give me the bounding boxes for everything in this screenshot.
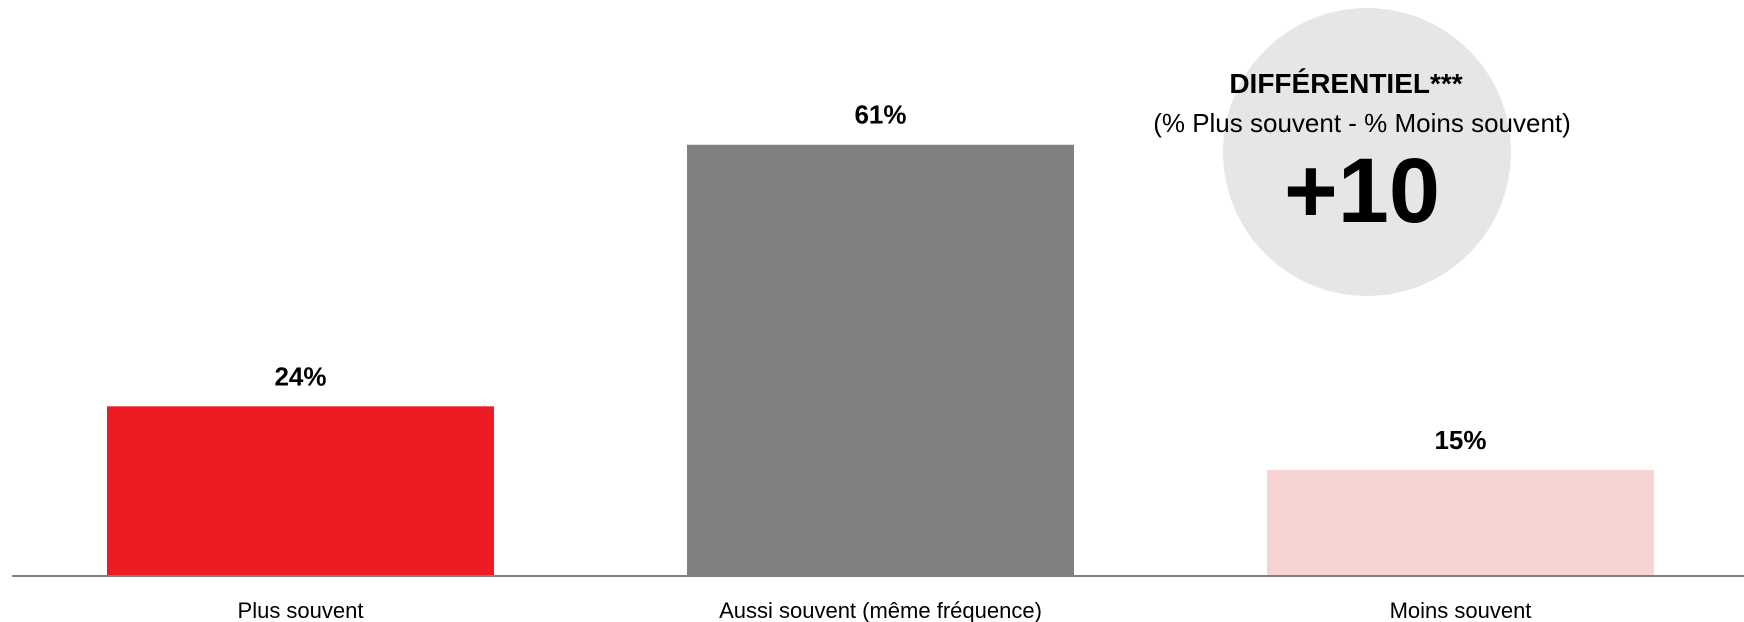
bar-2 (687, 144, 1074, 577)
differential-value: +10 (1284, 140, 1440, 242)
category-label-3: Moins souvent (1390, 598, 1532, 622)
category-label-1: Plus souvent (238, 598, 364, 622)
differential-subtitle: (% Plus souvent - % Moins souvent) (1153, 108, 1571, 138)
bar-1 (107, 406, 494, 576)
differential-circle (1223, 8, 1511, 296)
differential-title: DIFFÉRENTIEL*** (1229, 68, 1462, 99)
bar-3 (1267, 469, 1654, 576)
category-label-2: Aussi souvent (même fréquence) (719, 598, 1042, 622)
bar-value-label-3: 15% (1434, 425, 1486, 455)
bar-value-label-2: 61% (854, 100, 906, 130)
bars-layer (107, 144, 1654, 577)
labels-layer: 24% Plus souvent 61% Aussi souvent (même fr… (238, 100, 1532, 622)
bar-value-label-1: 24% (274, 361, 326, 391)
